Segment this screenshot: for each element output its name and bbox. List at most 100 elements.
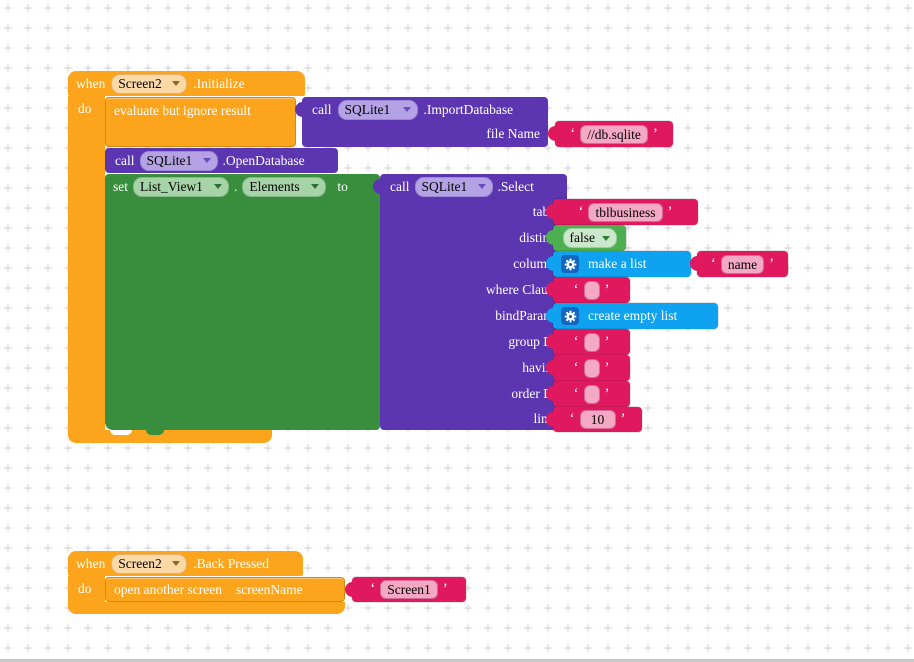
value-plug-tab — [546, 204, 555, 219]
where-clause-text-field[interactable] — [583, 280, 600, 300]
open-quote: ‘ — [370, 581, 376, 597]
call-label: call — [312, 101, 332, 117]
dot-label: . — [234, 178, 238, 194]
value-plug-tab — [546, 282, 555, 297]
call-import-database-block[interactable]: call SQLite1 .ImportDatabase file Name — [295, 97, 548, 147]
open-quote: ‘ — [710, 255, 716, 272]
value-plug-tab — [690, 256, 699, 271]
create-empty-list-label: create empty list — [588, 308, 678, 323]
open-another-screen-block[interactable]: open another screen screenName — [105, 577, 345, 602]
open-quote: ‘ — [573, 333, 579, 350]
open-quote: ‘ — [570, 125, 576, 142]
text-block-screen1[interactable]: ‘ Screen1 ’ — [345, 577, 466, 602]
event-name-label: .Back Pressed — [193, 555, 269, 571]
chevron-down-icon — [402, 107, 411, 112]
filename-text-field[interactable]: //db.sqlite — [580, 124, 648, 144]
do-label: do — [78, 581, 92, 596]
chevron-down-icon — [172, 561, 181, 566]
text-block-where-clause[interactable]: ‘ ’ — [546, 277, 630, 303]
gear-icon[interactable] — [561, 255, 579, 273]
open-another-screen-label: open another screen — [114, 581, 222, 597]
group-by-text-field[interactable] — [583, 332, 600, 352]
text-block-order-by[interactable]: ‘ ’ — [546, 381, 630, 407]
close-quote: ’ — [652, 125, 658, 142]
close-quote: ’ — [442, 581, 448, 597]
having-text-field[interactable] — [583, 358, 600, 378]
make-a-list-block[interactable]: make a list — [546, 251, 691, 277]
value-plug-tab — [546, 308, 555, 323]
text-block-filename[interactable]: ‘ //db.sqlite ’ — [548, 121, 673, 147]
param-file-name-label: file Name — [486, 126, 540, 141]
value-plug-tab — [546, 412, 555, 427]
method-name-label: .OpenDatabase — [222, 152, 305, 168]
component-dropdown-value: List_View1 — [140, 178, 203, 194]
to-label: to — [337, 178, 348, 194]
text-block-group-by[interactable]: ‘ ’ — [546, 329, 630, 355]
open-quote: ‘ — [573, 281, 579, 298]
when-back-pressed-left-spine[interactable]: do — [68, 576, 105, 602]
screen-dropdown[interactable]: Screen2 — [111, 553, 188, 574]
order-by-text-field[interactable] — [583, 384, 600, 404]
chevron-down-icon — [601, 235, 610, 241]
create-empty-list-block[interactable]: create empty list — [546, 303, 718, 329]
boolean-dropdown-value: false — [569, 230, 595, 245]
screen-dropdown[interactable]: Screen2 — [111, 73, 188, 94]
close-quote: ’ — [769, 255, 775, 272]
boolean-dropdown[interactable]: false — [562, 228, 617, 248]
text-block-name[interactable]: ‘ name ’ — [690, 251, 788, 277]
value-plug-tab — [546, 230, 555, 245]
when-label: when — [76, 75, 106, 91]
param-screen-name-label: screenName — [235, 581, 303, 597]
component-dropdown[interactable]: SQLite1 — [414, 176, 493, 197]
event-name-label: .Initialize — [193, 75, 245, 91]
when-initialize-bottom-bar[interactable] — [68, 430, 272, 443]
do-label: do — [78, 100, 92, 116]
statement-socket-notch — [110, 430, 132, 435]
set-listview-elements-block[interactable]: set List_View1 . Elements to — [105, 174, 380, 430]
open-quote: ‘ — [578, 203, 584, 220]
param-where-clause-label: where Clause — [485, 282, 559, 297]
text-block-table[interactable]: ‘ tblbusiness ’ — [546, 199, 698, 225]
value-plug-tab — [546, 360, 555, 375]
logic-false-block[interactable]: false — [546, 225, 626, 251]
when-screen-back-pressed-block[interactable]: when Screen2 .Back Pressed — [68, 551, 303, 576]
when-label: when — [76, 555, 106, 571]
call-label: call — [115, 152, 135, 168]
component-dropdown[interactable]: List_View1 — [133, 176, 229, 197]
component-dropdown-value: SQLite1 — [344, 101, 391, 117]
component-dropdown-value: SQLite1 — [146, 152, 193, 168]
property-dropdown-value: Elements — [249, 178, 300, 194]
close-quote: ’ — [604, 359, 610, 376]
when-back-pressed-bottom-bar[interactable] — [68, 602, 345, 614]
value-plug-tab — [546, 256, 555, 271]
value-plug-tab — [548, 126, 557, 141]
close-quote: ’ — [604, 385, 610, 402]
evaluate-but-ignore-result-block[interactable]: evaluate but ignore result — [105, 97, 296, 147]
horizontal-scrollbar[interactable] — [0, 659, 914, 662]
close-quote: ’ — [604, 281, 610, 298]
when-initialize-left-spine[interactable]: do — [68, 96, 105, 430]
table-text-field[interactable]: tblbusiness — [588, 202, 663, 222]
value-plug-tab — [373, 179, 382, 194]
name-text-field[interactable]: name — [720, 254, 765, 274]
open-quote: ‘ — [573, 359, 579, 376]
gear-glyph — [564, 310, 576, 322]
screen-name-text-field[interactable]: Screen1 — [380, 580, 438, 599]
component-dropdown[interactable]: SQLite1 — [337, 99, 418, 120]
gear-icon[interactable] — [561, 307, 579, 325]
text-block-limit[interactable]: ‘ 10 ’ — [546, 407, 642, 432]
chevron-down-icon — [214, 184, 222, 189]
call-label: call — [390, 178, 410, 194]
chevron-down-icon — [202, 158, 211, 163]
component-dropdown[interactable]: SQLite1 — [139, 150, 218, 171]
text-block-having[interactable]: ‘ ’ — [546, 355, 630, 381]
call-select-block[interactable]: call SQLite1 .Select table distinct colu… — [373, 174, 567, 430]
close-quote: ’ — [604, 333, 610, 350]
property-dropdown[interactable]: Elements — [242, 176, 327, 197]
limit-text-field[interactable]: 10 — [579, 410, 616, 429]
call-open-database-block[interactable]: call SQLite1 .OpenDatabase — [105, 148, 338, 173]
chevron-down-icon — [477, 184, 486, 189]
method-name-label: .ImportDatabase — [423, 101, 514, 117]
when-screen-initialize-block[interactable]: when Screen2 .Initialize — [68, 71, 305, 96]
